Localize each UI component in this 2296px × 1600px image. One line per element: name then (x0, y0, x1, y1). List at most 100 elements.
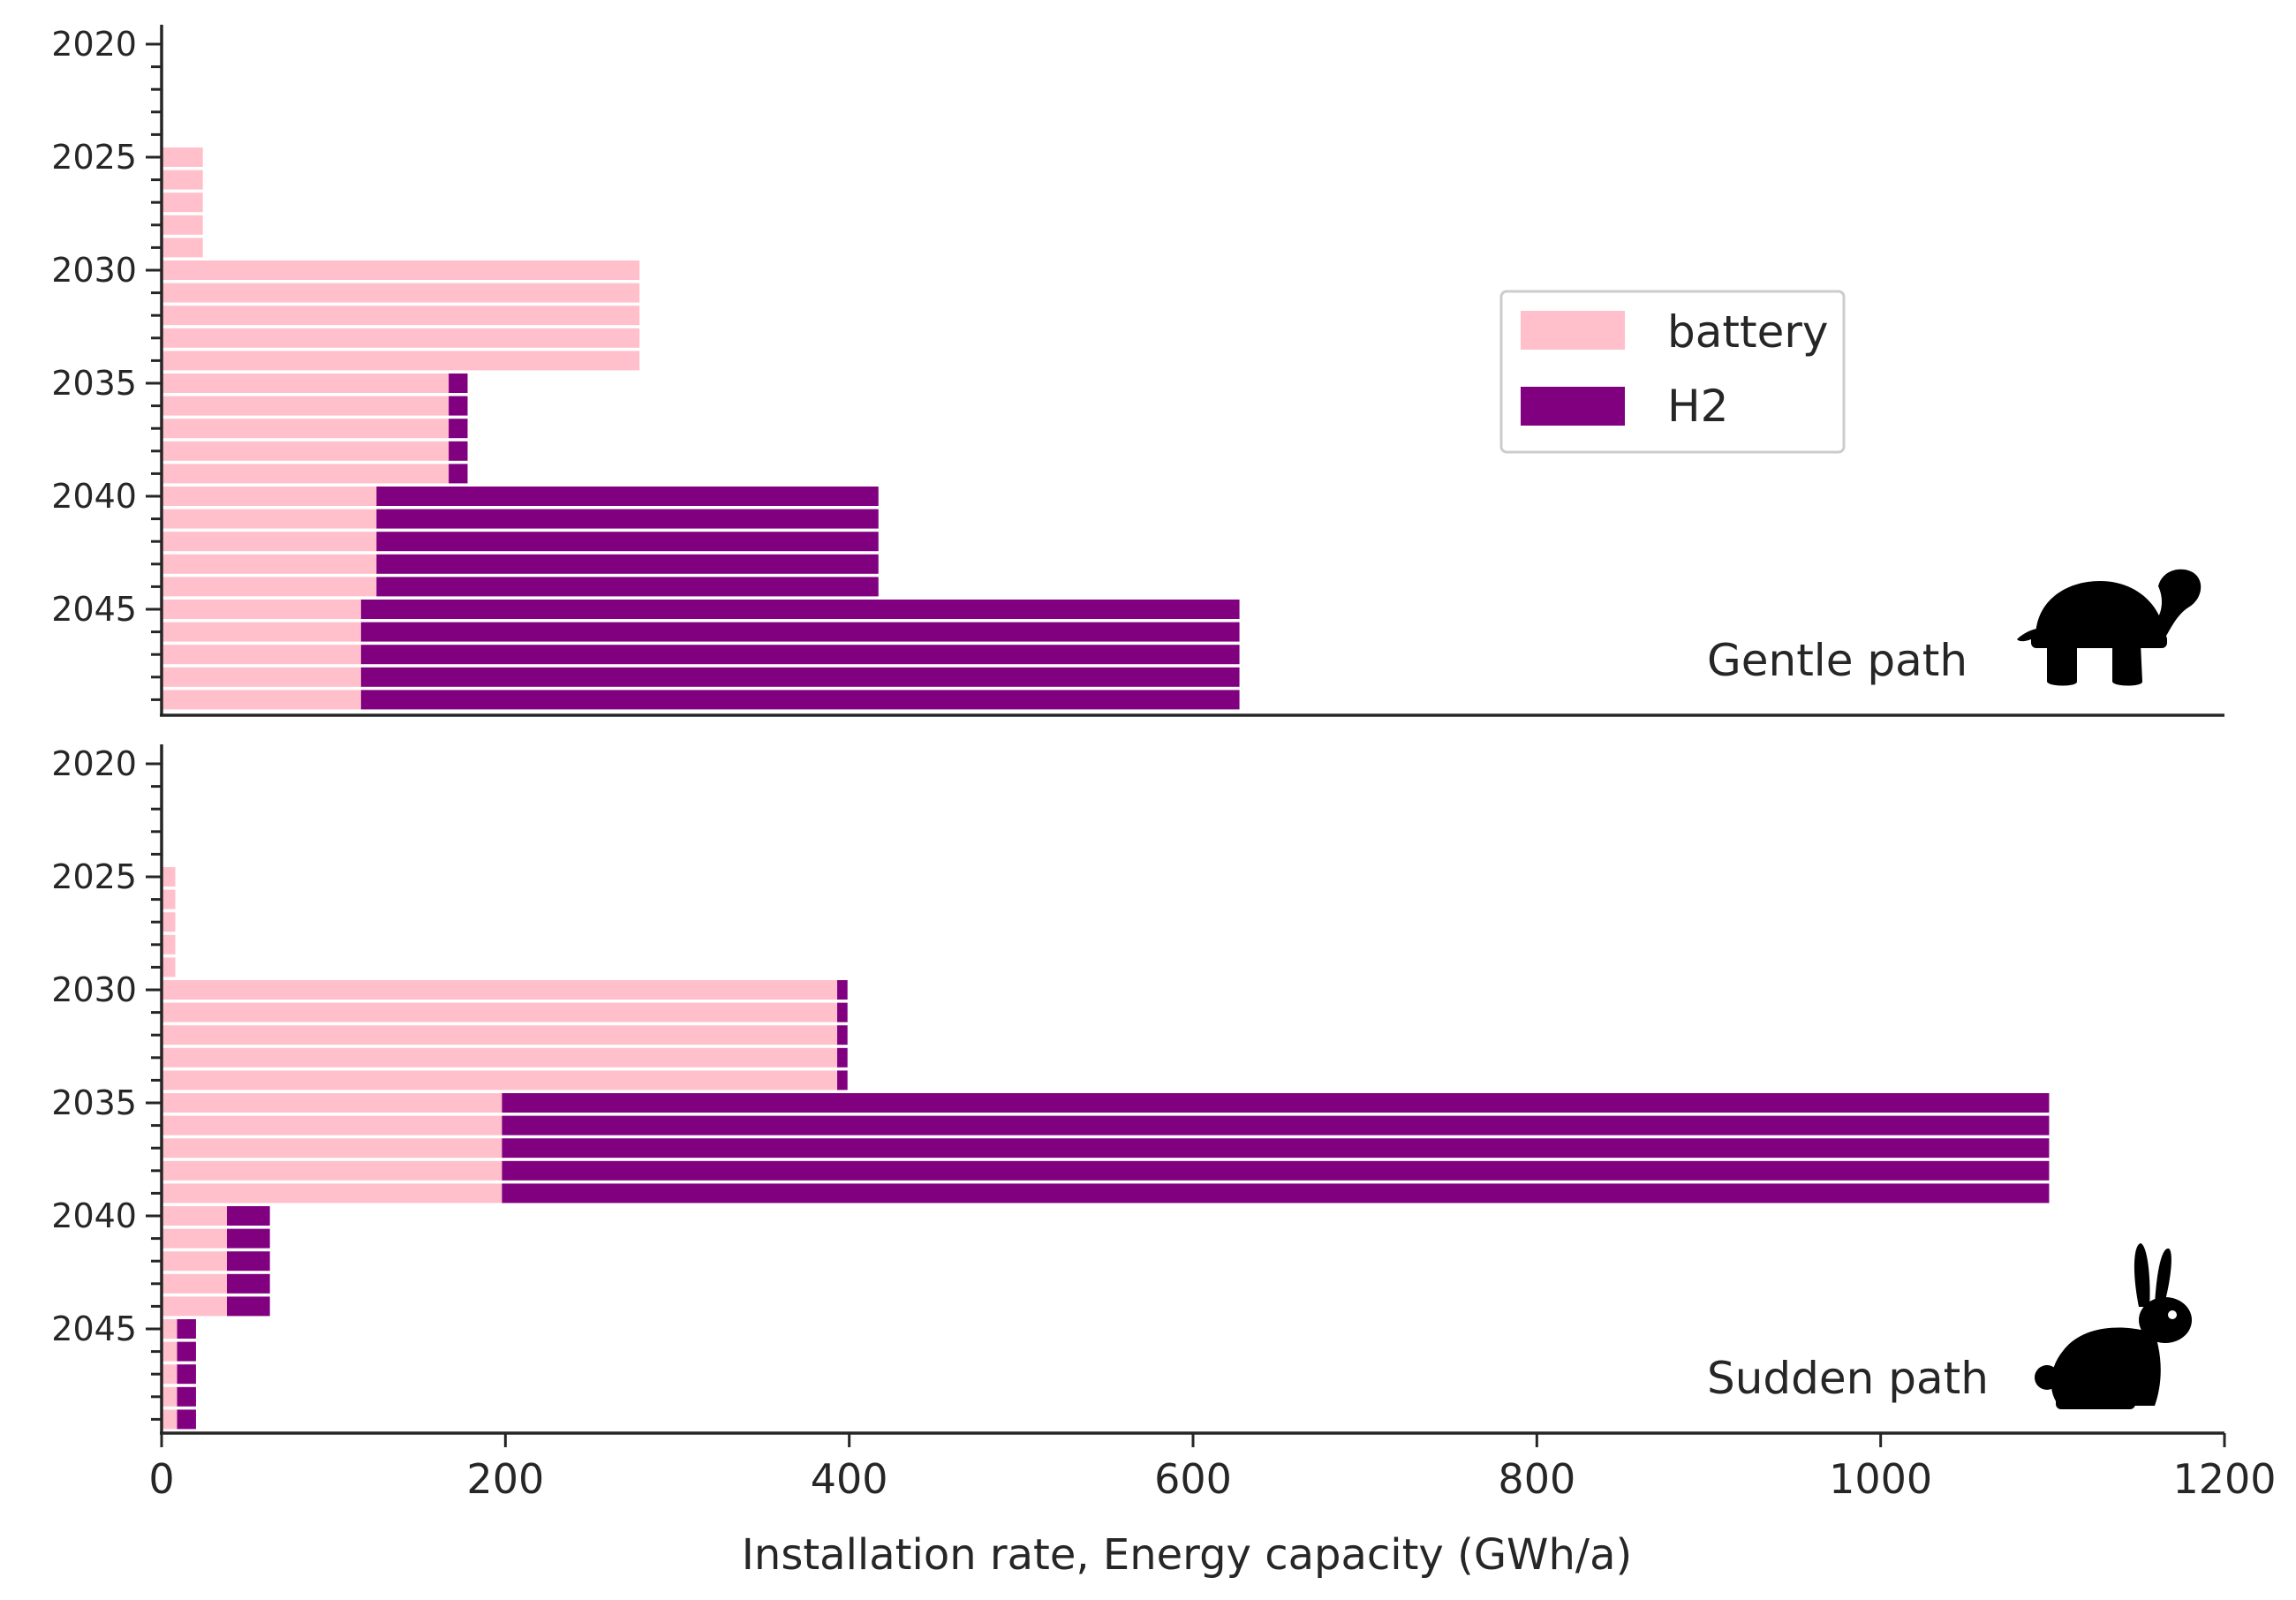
bar-top-h2-2046 (360, 622, 1240, 642)
bar-bottom-battery-2045 (162, 1319, 177, 1339)
bar-top-battery-2046 (162, 622, 361, 642)
bar-top-battery-2032 (162, 306, 640, 326)
bar-top-battery-2035 (162, 374, 449, 393)
bar-top-battery-2045 (162, 600, 361, 619)
ytick-label-top-2025: 2025 (51, 138, 137, 177)
bar-top-battery-2033 (162, 328, 640, 348)
bar-top-h2-2049 (360, 690, 1240, 710)
bar-bottom-h2-2036 (502, 1115, 2050, 1136)
ytick-label-top-2045: 2045 (51, 590, 137, 629)
xtick-label-600: 600 (1154, 1455, 1232, 1503)
xtick-label-0: 0 (148, 1455, 174, 1503)
bar-bottom-battery-2030 (162, 980, 838, 1000)
bar-top-battery-2042 (162, 532, 377, 552)
bar-top-battery-2031 (162, 283, 640, 303)
bar-bottom-h2-2045 (177, 1319, 196, 1339)
x-axis-label: Installation rate, Energy capacity (GWh/… (742, 1530, 1632, 1580)
bar-bottom-battery-2027 (162, 912, 176, 932)
bar-bottom-battery-2046 (162, 1341, 177, 1362)
ytick-label-bottom-2020: 2020 (51, 744, 137, 783)
bar-bottom-h2-2043 (226, 1273, 270, 1294)
bar-top-battery-2047 (162, 645, 361, 665)
bar-bottom-battery-2043 (162, 1273, 227, 1294)
bar-top-battery-2029 (162, 238, 203, 258)
bar-top-battery-2043 (162, 554, 377, 574)
ytick-label-bottom-2025: 2025 (51, 857, 137, 896)
bar-top-battery-2030 (162, 260, 640, 280)
xtick-label-1000: 1000 (1829, 1455, 1932, 1503)
bar-bottom-battery-2037 (162, 1138, 502, 1158)
bar-top-battery-2034 (162, 351, 640, 371)
bar-bottom-battery-2039 (162, 1183, 502, 1204)
bar-bottom-h2-2035 (502, 1093, 2050, 1113)
bar-top-h2-2035 (449, 374, 468, 393)
ytick-label-top-2030: 2030 (51, 251, 137, 290)
bar-bottom-battery-2041 (162, 1228, 227, 1249)
bar-bottom-h2-2038 (502, 1160, 2050, 1181)
bar-top-battery-2048 (162, 667, 361, 687)
bar-bottom-battery-2042 (162, 1251, 227, 1272)
bar-bottom-battery-2029 (162, 957, 176, 977)
bar-top-battery-2037 (162, 419, 449, 439)
bar-bottom-h2-2041 (226, 1228, 270, 1249)
bar-bottom-h2-2046 (177, 1341, 196, 1362)
ytick-label-top-2035: 2035 (51, 364, 137, 403)
bar-bottom-h2-2032 (837, 1025, 848, 1045)
bar-bottom-battery-2035 (162, 1093, 502, 1113)
bar-bottom-battery-2038 (162, 1160, 502, 1181)
bar-top-battery-2039 (162, 464, 449, 484)
bar-top-battery-2025 (162, 147, 203, 167)
bar-top-h2-2045 (360, 600, 1240, 619)
bar-bottom-battery-2044 (162, 1296, 227, 1317)
bar-bottom-battery-2028 (162, 934, 176, 955)
bar-top-battery-2028 (162, 215, 203, 235)
bar-top-h2-2047 (360, 645, 1240, 665)
rabbit-icon (2035, 1243, 2192, 1409)
ytick-label-top-2040: 2040 (51, 477, 137, 516)
bar-top-battery-2036 (162, 396, 449, 416)
bar-top-h2-2043 (376, 554, 879, 574)
bar-bottom-h2-2033 (837, 1047, 848, 1068)
legend-swatch-battery (1521, 311, 1625, 350)
bar-bottom-battery-2036 (162, 1115, 502, 1136)
xtick-label-400: 400 (811, 1455, 888, 1503)
bar-top-h2-2042 (376, 532, 879, 552)
turtle-icon (2017, 569, 2202, 686)
ytick-label-bottom-2035: 2035 (51, 1083, 137, 1122)
bar-top-battery-2040 (162, 487, 377, 506)
bar-bottom-battery-2034 (162, 1070, 838, 1091)
bar-top-battery-2044 (162, 577, 377, 597)
bar-bottom-h2-2037 (502, 1138, 2050, 1158)
sudden-path-label: Sudden path (1707, 1353, 1989, 1404)
bar-top-h2-2044 (376, 577, 879, 597)
bar-bottom-battery-2049 (162, 1409, 177, 1430)
gentle-path-label: Gentle path (1707, 635, 1967, 686)
bar-top-battery-2049 (162, 690, 361, 710)
bar-bottom-battery-2033 (162, 1047, 838, 1068)
bar-top-h2-2040 (376, 487, 879, 506)
ytick-label-bottom-2030: 2030 (51, 970, 137, 1009)
bar-top-h2-2037 (449, 419, 468, 439)
bar-bottom-h2-2030 (837, 980, 848, 1000)
legend-swatch-h2 (1521, 387, 1625, 426)
bar-top-battery-2026 (162, 170, 203, 190)
bar-bottom-battery-2032 (162, 1025, 838, 1045)
bar-bottom-h2-2048 (177, 1386, 196, 1407)
legend-label-h2: H2 (1667, 381, 1728, 432)
panels: 2020 2025 2030 2035 2040 2045 2020 2025 2030 2035… (51, 25, 2277, 1503)
bar-bottom-battery-2040 (162, 1206, 227, 1226)
xtick-label-1200: 1200 (2172, 1455, 2276, 1503)
bar-bottom-h2-2042 (226, 1251, 270, 1272)
bar-bottom-h2-2047 (177, 1364, 196, 1385)
bar-bottom-h2-2031 (837, 1002, 848, 1023)
xtick-label-800: 800 (1498, 1455, 1575, 1503)
bar-top-h2-2041 (376, 509, 879, 529)
ytick-label-top-2020: 2020 (51, 25, 137, 64)
ytick-label-bottom-2040: 2040 (51, 1196, 137, 1235)
bar-bottom-h2-2034 (837, 1070, 848, 1091)
bar-bottom-h2-2040 (226, 1206, 270, 1226)
bar-top-h2-2038 (449, 441, 468, 461)
bar-top-h2-2048 (360, 667, 1240, 687)
legend: battery H2 (1499, 290, 1846, 454)
xtick-label-200: 200 (466, 1455, 544, 1503)
